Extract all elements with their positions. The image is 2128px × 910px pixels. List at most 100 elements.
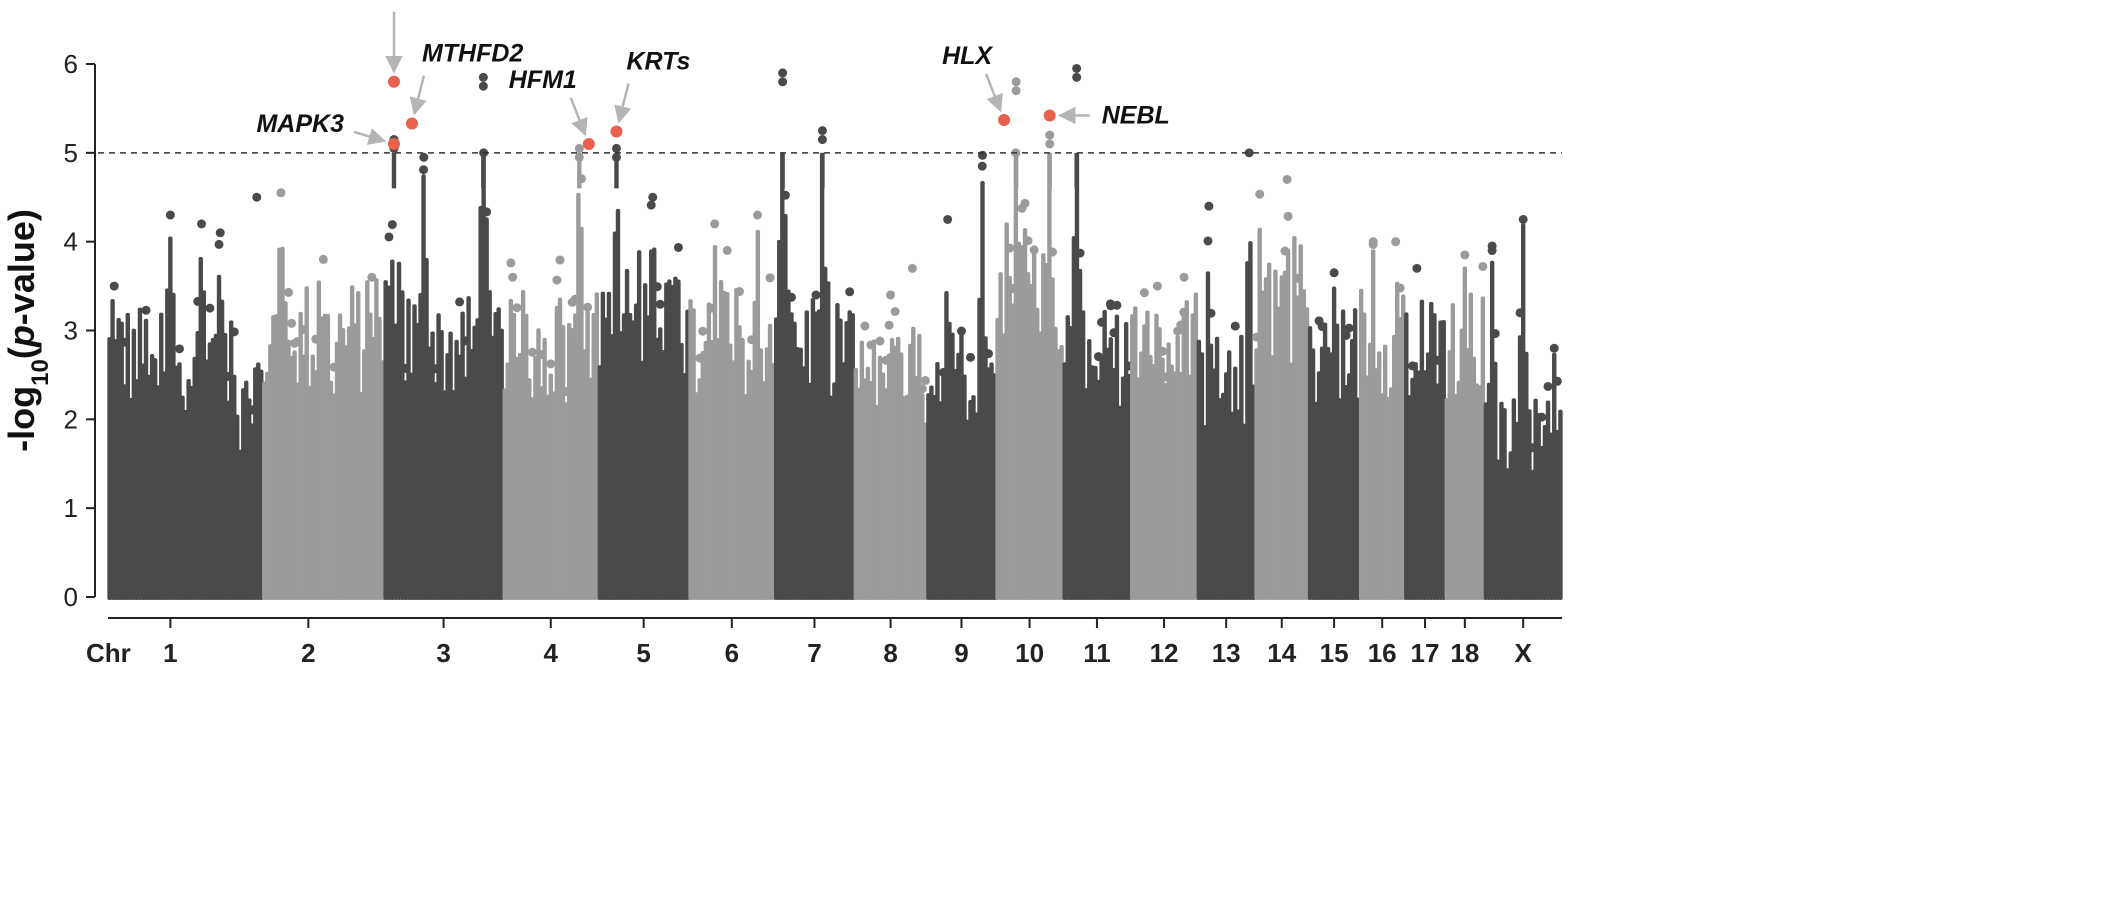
- data-point: [1283, 211, 1293, 221]
- peak-point: [611, 143, 621, 153]
- peak-point: [778, 68, 788, 78]
- peak-point: [252, 192, 262, 202]
- y-tick-label: 3: [64, 316, 78, 346]
- chromosome-label: 5: [636, 638, 650, 668]
- data-point: [890, 306, 900, 316]
- y-axis: [86, 63, 96, 598]
- data-point: [1543, 381, 1553, 391]
- gene-label: NEBL: [1102, 102, 1170, 130]
- chromosome-points-15: [1307, 268, 1361, 600]
- peak-point: [508, 272, 518, 282]
- x-axis-title: Chr: [86, 638, 131, 668]
- data-point: [1255, 189, 1265, 199]
- chromosome-labels: 1 2 3 4 5 6 7 8 9 10 11 12 13 14 15 16 17 18 X: [163, 638, 1532, 668]
- y-tick-labels: 0 1 2 3 4 5 6: [64, 49, 78, 612]
- peak-point: [778, 77, 788, 87]
- data-point: [384, 232, 394, 242]
- annotation-nebl: NEBL: [1043, 102, 1170, 130]
- point-column: [391, 152, 397, 189]
- point-column: [1047, 152, 1052, 189]
- gene-label: MTHFD2: [422, 40, 523, 68]
- y-tick-label: 0: [64, 582, 78, 612]
- annotation-arrow: [409, 75, 427, 116]
- peak-point: [1412, 263, 1422, 273]
- data-point: [780, 190, 790, 200]
- peak-point: [165, 210, 175, 220]
- data-point: [860, 321, 870, 331]
- peak-point: [817, 126, 827, 136]
- peak-point: [648, 192, 658, 202]
- y-tick-label: 5: [64, 138, 78, 168]
- data-point: [1020, 198, 1030, 208]
- point-column: [614, 152, 619, 189]
- data-point: [527, 347, 537, 357]
- y-tick-label: 6: [64, 49, 78, 79]
- peak-point: [109, 281, 119, 291]
- annotation-mapk3: MAPK3: [256, 110, 400, 150]
- chromosome-points-14: [1252, 174, 1310, 601]
- peak-point: [907, 263, 917, 273]
- data-point: [387, 220, 397, 230]
- peak-point: [1329, 268, 1339, 278]
- data-point: [1395, 283, 1405, 293]
- peak-point: [1391, 237, 1401, 247]
- chromosome-points-1: [107, 210, 234, 600]
- chromosome-label: 11: [1083, 638, 1111, 668]
- point-column: [393, 323, 398, 600]
- chromosome-points-6: [688, 210, 776, 601]
- chromosome-label: 3: [436, 638, 450, 668]
- peak-point: [1179, 272, 1189, 282]
- chromosome-points-17: [1404, 263, 1446, 600]
- annotation-hlx: HLX: [942, 42, 1011, 126]
- chromosome-points-10: [995, 77, 1064, 601]
- peak-point: [817, 135, 827, 145]
- peak-point: [1045, 139, 1055, 149]
- highlighted-point: [582, 137, 595, 150]
- point-column: [577, 152, 582, 189]
- peak-point: [1460, 250, 1470, 260]
- data-point: [1537, 412, 1547, 422]
- data-point: [1552, 376, 1562, 386]
- chromosome-label: 16: [1368, 638, 1397, 668]
- peak-point: [1487, 246, 1497, 256]
- chromosome-points-13: [1196, 148, 1256, 600]
- data-point: [1490, 329, 1500, 339]
- data-point: [512, 303, 522, 313]
- data-point: [1023, 236, 1033, 246]
- chromosome-points-2: [262, 188, 385, 601]
- peak-point: [1072, 63, 1082, 73]
- chromosome-points-9: [926, 150, 997, 601]
- chromosome-points-7: [773, 68, 855, 601]
- data-point: [1203, 236, 1213, 246]
- data-point: [734, 286, 744, 296]
- data-point: [652, 282, 662, 292]
- peak-point: [943, 214, 953, 224]
- point-column: [386, 285, 392, 600]
- highlighted-point: [405, 117, 418, 130]
- data-point: [555, 255, 565, 265]
- data-point: [583, 302, 593, 312]
- data-point: [455, 297, 465, 307]
- point-column: [396, 261, 402, 600]
- data-point: [546, 359, 556, 369]
- data-point: [984, 349, 994, 359]
- chromosome-points-12: [1130, 272, 1199, 600]
- point-column: [481, 152, 486, 189]
- data-point: [1206, 308, 1216, 318]
- peak-point: [1011, 77, 1021, 87]
- y-tick-label: 2: [64, 404, 78, 434]
- data-point: [845, 287, 855, 297]
- chromosome-label: 2: [301, 638, 315, 668]
- data-point: [419, 165, 429, 175]
- point-column: [780, 152, 785, 189]
- annotation-arrow: [569, 97, 588, 137]
- data-point: [917, 384, 927, 394]
- data-point: [765, 273, 775, 283]
- peak-point: [215, 228, 225, 238]
- data-point: [1005, 243, 1015, 253]
- chromosome-points-seg-3: [383, 135, 405, 600]
- data-point: [920, 375, 930, 385]
- data-point: [884, 320, 894, 330]
